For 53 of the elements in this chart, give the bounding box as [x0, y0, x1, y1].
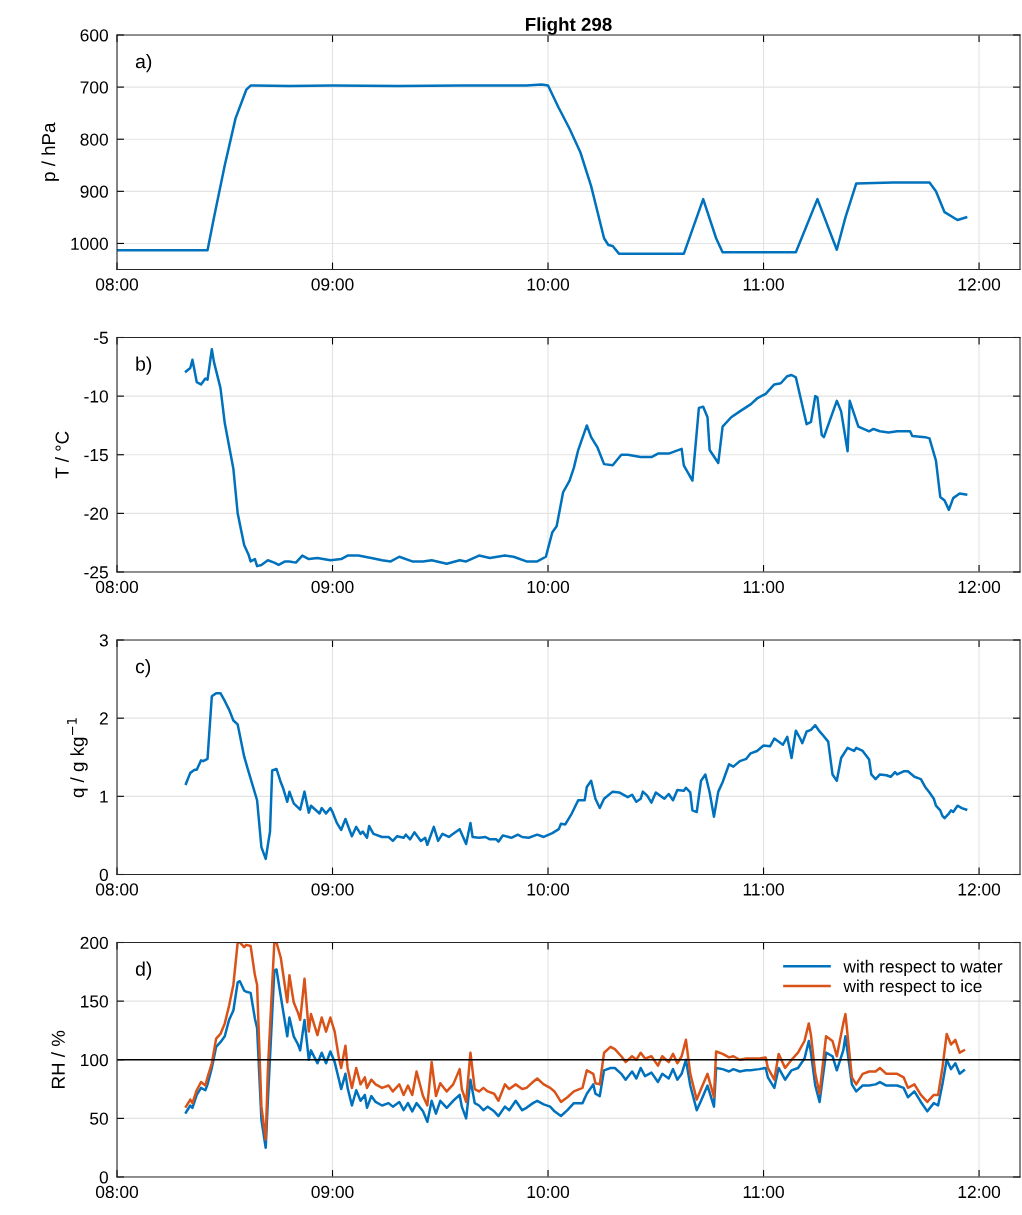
x-tick-label: 12:00: [958, 1185, 1001, 1199]
y-tick-label: 0: [99, 868, 108, 881]
x-tick-label: 08:00: [95, 1185, 139, 1199]
y-tick-label: -5: [94, 331, 108, 344]
x-tick-label: 09:00: [311, 883, 354, 896]
x-tick-label: 09:00: [311, 580, 354, 594]
y-tick-label: 100: [81, 1053, 108, 1067]
x-tick-label: 09:00: [311, 278, 354, 291]
y-tick-label: 2: [99, 712, 108, 725]
x-tick-label: 10:00: [527, 883, 570, 896]
y-tick-label: -15: [84, 449, 108, 462]
x-tick-label: 11:00: [743, 883, 784, 896]
y-axis-title: RH / %: [51, 1030, 65, 1088]
x-tick-label: 12:00: [958, 883, 1001, 896]
y-tick-label: 50: [90, 1112, 108, 1125]
y-tick-label: 700: [80, 81, 108, 94]
y-axis-title: T / °C: [54, 431, 69, 479]
y-tick-label: 150: [81, 995, 108, 1008]
annotation: b): [136, 356, 152, 375]
annotation: a): [135, 54, 152, 73]
line-series: [184, 347, 968, 568]
line-series: [117, 83, 968, 256]
y-tick-label: 600: [80, 29, 108, 42]
x-tick-label: 12:00: [958, 580, 1001, 594]
annotation: c): [135, 659, 151, 678]
y-tick-label: 0: [99, 1171, 108, 1184]
y-axis-title: p / hPa: [41, 122, 59, 181]
x-tick-label: 10:00: [527, 580, 570, 594]
x-tick-label: 11:00: [743, 278, 784, 291]
y-tick-label: -25: [84, 566, 108, 579]
x-tick-label: 10:00: [527, 278, 570, 291]
y-tick-label: 900: [80, 185, 108, 198]
x-tick-label: 10:00: [527, 1185, 570, 1199]
annotation: d): [135, 961, 152, 980]
x-tick-label: 12:00: [958, 278, 1001, 291]
legend-label: with respect to ice: [843, 979, 982, 996]
x-tick-label: 09:00: [311, 1185, 354, 1199]
y-tick-label: 1: [100, 790, 108, 803]
y-axis-title: q / g kg$^{−1}$: [67, 718, 88, 798]
x-tick-label: 11:00: [743, 580, 784, 594]
line-series: [184, 691, 968, 861]
legend-label: with respect to water: [843, 959, 1003, 977]
y-tick-label: 800: [80, 133, 108, 146]
y-tick-label: 3: [99, 634, 108, 647]
x-tick-label: 08:00: [95, 883, 139, 896]
x-tick-label: 08:00: [95, 278, 139, 291]
chart-title: Flight 298: [526, 17, 612, 35]
x-tick-label: 11:00: [743, 1185, 784, 1199]
y-tick-label: 1000: [71, 237, 108, 250]
y-tick-label: -10: [84, 390, 108, 403]
y-tick-label: 200: [80, 936, 108, 949]
x-tick-label: 08:00: [95, 580, 139, 594]
y-tick-label: -20: [84, 507, 108, 520]
